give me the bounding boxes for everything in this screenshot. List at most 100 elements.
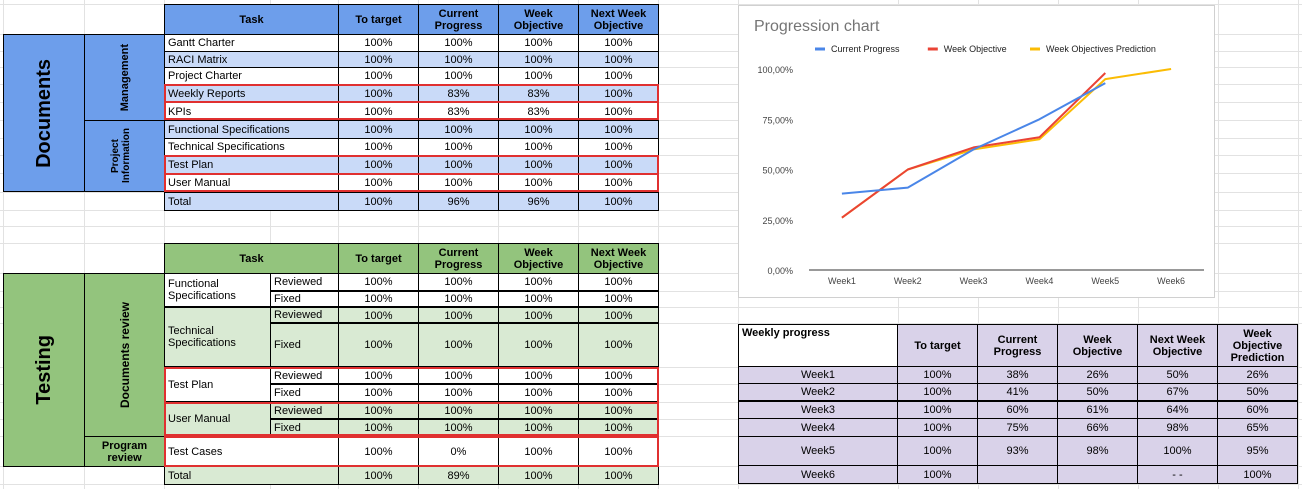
- testing-total-task: Total: [164, 466, 339, 485]
- weekly-header-label: Weekly progress: [738, 324, 898, 367]
- testing-row-current: 100%: [418, 291, 499, 307]
- testing-row-week-obj: 100%: [498, 307, 579, 323]
- weekly-row-pred: 60%: [1217, 401, 1298, 419]
- testing-row-current: 100%: [418, 367, 499, 384]
- weekly-row-to-target: 100%: [897, 366, 978, 384]
- testing-row-current: 100%: [418, 384, 499, 402]
- documents-header-task: Task: [164, 4, 339, 35]
- x-tick-label: Week6: [1157, 276, 1185, 286]
- weekly-header-week-objective: Week Objective: [1057, 324, 1138, 367]
- documents-total-to-target: 100%: [338, 192, 419, 211]
- series-line-week-objective: [841, 72, 1106, 219]
- testing-row-next-obj: 100%: [578, 291, 659, 307]
- weekly-row-pred: 95%: [1217, 436, 1298, 466]
- documents-row-to-target: 100%: [338, 155, 419, 174]
- documents-row-next-obj: 100%: [578, 155, 659, 174]
- weekly-row-to-target: 100%: [897, 401, 978, 419]
- documents-row-to-target: 100%: [338, 120, 419, 139]
- testing-row-task: Functional Specifications: [164, 273, 271, 307]
- testing-row-task: Test Plan: [164, 367, 271, 402]
- chart-plot: 0,00% 25,00% 50,00% 75,00% 100,00% Week1 Week2…: [757, 44, 1204, 286]
- testing-header-current-progress: Current Progress: [418, 243, 499, 274]
- testing-row-to-target: 100%: [338, 367, 419, 384]
- documents-row-current: 100%: [418, 155, 499, 174]
- testing-row-status: Reviewed: [270, 367, 339, 384]
- gridline-vertical: [1218, 0, 1219, 489]
- y-tick-label: 0,00%: [767, 266, 793, 276]
- documents-row-to-target: 100%: [338, 173, 419, 193]
- testing-row-week-obj: 100%: [498, 419, 579, 436]
- weekly-header-week-objective-prediction: Week Objective Prediction: [1217, 324, 1298, 367]
- testing-row-status: Fixed: [270, 419, 339, 436]
- weekly-row-to-target: 100%: [897, 418, 978, 437]
- weekly-row-next-obj: 98%: [1137, 418, 1218, 437]
- x-tick-label: Week5: [1091, 276, 1119, 286]
- weekly-row-pred: 65%: [1217, 418, 1298, 437]
- series-line-current-progress: [841, 82, 1106, 195]
- y-tick-label: 25,00%: [762, 216, 793, 226]
- documents-row-current: 100%: [418, 173, 499, 193]
- documents-row-current: 100%: [418, 67, 499, 85]
- documents-header-to-target: To target: [338, 4, 419, 35]
- documents-row-next-obj: 100%: [578, 67, 659, 85]
- testing-header-task: Task: [164, 243, 339, 274]
- weekly-row-week-obj: 50%: [1057, 383, 1138, 401]
- testing-row-current: 100%: [418, 273, 499, 291]
- testing-row-next-obj: 100%: [578, 384, 659, 402]
- testing-row-status: Fixed: [270, 323, 339, 367]
- documents-row-next-obj: 100%: [578, 120, 659, 139]
- weekly-row-current: 75%: [977, 418, 1058, 437]
- x-tick-label: Week3: [960, 276, 988, 286]
- testing-total-week-obj: 100%: [498, 466, 579, 485]
- documents-row-week-obj: 100%: [498, 120, 579, 139]
- documents-row-to-target: 100%: [338, 102, 419, 121]
- testing-header-to-target: To target: [338, 243, 419, 274]
- management-group-label: Management: [84, 34, 165, 121]
- documents-row-task: User Manual: [164, 173, 339, 193]
- weekly-row-current: 38%: [977, 366, 1058, 384]
- documents-total-week-obj: 96%: [498, 192, 579, 211]
- weekly-row-week: Week3: [738, 401, 898, 419]
- testing-header-week-objective: Week Objective: [498, 243, 579, 274]
- testing-row-to-target: 100%: [338, 323, 419, 367]
- documents-row-task: Weekly Reports: [164, 84, 339, 103]
- gridline-horizontal: [0, 226, 1302, 227]
- testing-row-to-target: 100%: [338, 273, 419, 291]
- weekly-row-to-target: 100%: [897, 465, 978, 484]
- weekly-row-pred: 50%: [1217, 383, 1298, 401]
- testing-total-to-target: 100%: [338, 466, 419, 485]
- weekly-row-week-obj: 98%: [1057, 436, 1138, 466]
- weekly-row-current: [977, 465, 1058, 484]
- documents-row-to-target: 100%: [338, 67, 419, 85]
- documents-row-current: 100%: [418, 51, 499, 68]
- documents-row-current: 83%: [418, 84, 499, 103]
- testing-total-next-obj: 100%: [578, 466, 659, 485]
- documents-row-week-obj: 100%: [498, 138, 579, 156]
- documents-header-week-objective: Week Objective: [498, 4, 579, 35]
- weekly-row-to-target: 100%: [897, 383, 978, 401]
- program-review-group-label: Program review: [84, 436, 165, 467]
- testing-header-next-week-objective: Next Week Objective: [578, 243, 659, 274]
- testing-row-task: Test Cases: [164, 436, 339, 467]
- testing-row-current: 100%: [418, 307, 499, 323]
- testing-row-current: 0%: [418, 436, 499, 467]
- testing-row-task: User Manual: [164, 402, 271, 436]
- testing-section-label: Testing: [3, 273, 85, 467]
- weekly-row-week: Week6: [738, 465, 898, 484]
- weekly-row-week-obj: 61%: [1057, 401, 1138, 419]
- progression-chart[interactable]: Progression chart 0,00% 25,00% 50,00% 75,00…: [738, 5, 1215, 298]
- documents-row-week-obj: 100%: [498, 173, 579, 193]
- weekly-row-week: Week1: [738, 366, 898, 384]
- weekly-row-next-obj: 50%: [1137, 366, 1218, 384]
- testing-row-next-obj: 100%: [578, 273, 659, 291]
- testing-row-current: 100%: [418, 323, 499, 367]
- weekly-row-week-obj: 26%: [1057, 366, 1138, 384]
- testing-row-to-target: 100%: [338, 402, 419, 419]
- gridline-vertical: [1298, 0, 1299, 489]
- weekly-row-week: Week4: [738, 418, 898, 437]
- documents-row-next-obj: 100%: [578, 173, 659, 193]
- documents-section-label: Documents: [3, 34, 85, 192]
- testing-row-week-obj: 100%: [498, 273, 579, 291]
- testing-row-status: Reviewed: [270, 273, 339, 291]
- documents-total-current: 96%: [418, 192, 499, 211]
